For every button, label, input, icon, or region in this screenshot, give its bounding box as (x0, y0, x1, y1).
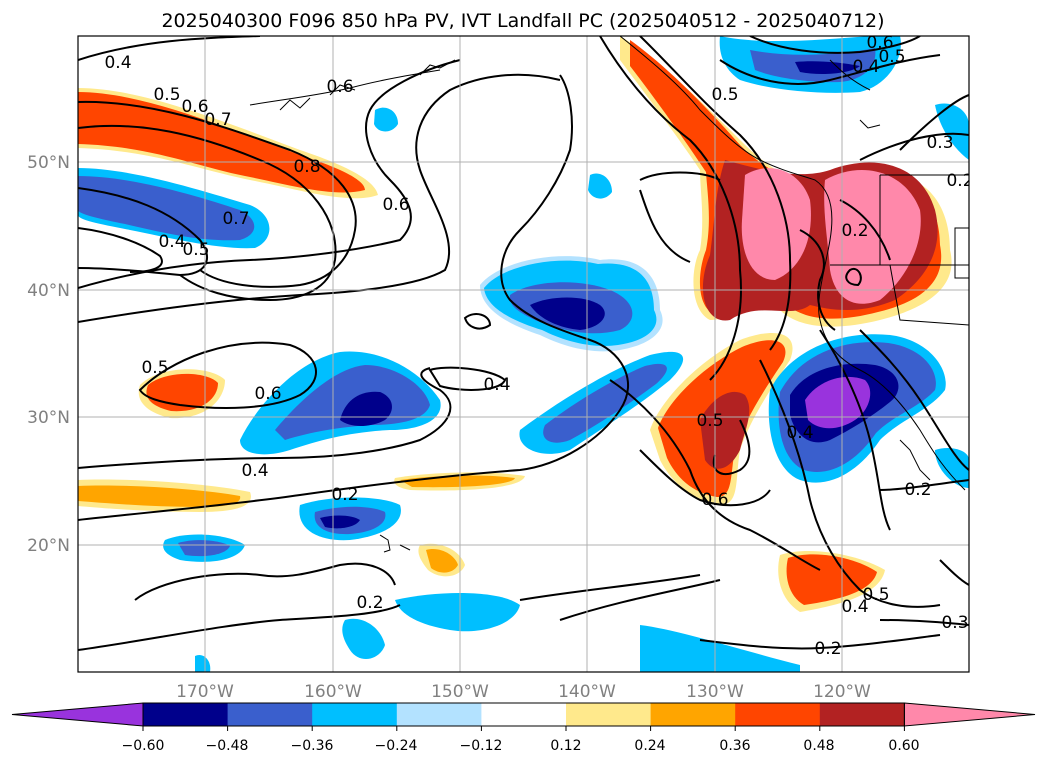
contour-label: 0.4 (786, 423, 813, 443)
contour-label: 0.2 (331, 485, 358, 505)
colorbar-tick-label: 0.36 (719, 738, 750, 754)
colorbar-swatch (481, 703, 567, 726)
latitude-labels: 50°N 40°N 30°N 20°N (27, 153, 70, 556)
colorbar-swatch (396, 703, 482, 726)
contour-label: 0.6 (866, 33, 893, 53)
contour-label: 0.4 (104, 53, 131, 73)
colorbar-tick-label: −0.60 (122, 738, 165, 754)
colorbar-swatch (312, 703, 398, 726)
contour-label: 0.8 (293, 157, 320, 177)
colorbar-swatch (566, 703, 652, 726)
lat-label-50n: 50°N (27, 153, 70, 173)
colorbar-swatch (143, 703, 229, 726)
lon-label-130w: 130°W (686, 682, 744, 702)
lon-label-140w: 140°W (558, 682, 616, 702)
coastlines (249, 36, 969, 553)
contour-label: 0.5 (696, 411, 723, 431)
colorbar-tick-label: 0.48 (803, 738, 834, 754)
contour-label: 0.4 (841, 597, 868, 617)
colorbar-tick-label: 0.24 (634, 738, 665, 754)
pv-negative-fill (78, 36, 969, 672)
map-panel: 0.4 0.5 0.6 0.7 0.8 0.6 0.7 0.4 0.5 0.5 … (77, 33, 973, 673)
colorbar-tick-label: −0.48 (206, 738, 249, 754)
colorbar-swatch (819, 703, 905, 726)
figure-title: 2025040300 F096 850 hPa PV, IVT Landfall… (161, 10, 884, 32)
contour-label: 0.6 (701, 490, 728, 510)
contour-label: 0.2 (904, 480, 931, 500)
contour-label: 0.4 (241, 461, 268, 481)
contour-label: 0.5 (182, 240, 209, 260)
colorbar-swatch (227, 703, 313, 726)
colorbar-tick-labels: −0.60 −0.48 −0.36 −0.24 −0.12 0.12 0.24 … (122, 738, 920, 754)
colorbar-tick-label: 0.60 (888, 738, 919, 754)
colorbar-extend-low (11, 702, 144, 727)
contour-label: 0.6 (254, 384, 281, 404)
contour-labels: 0.4 0.5 0.6 0.7 0.8 0.6 0.7 0.4 0.5 0.5 … (104, 33, 973, 659)
contour-label: 0.5 (878, 47, 905, 67)
contour-label: 0.5 (711, 85, 738, 105)
contour-label: 0.3 (941, 613, 968, 633)
lon-label-160w: 160°W (304, 682, 362, 702)
colorbar-extend-high (903, 702, 1036, 727)
contour-label: 0.2 (946, 171, 973, 191)
contour-label: 0.7 (222, 209, 249, 229)
contour-label: 0.4 (852, 57, 879, 77)
contour-label: 0.6 (181, 97, 208, 117)
contour-label: 0.3 (926, 133, 953, 153)
contour-label: 0.2 (356, 593, 383, 613)
lon-label-170w: 170°W (176, 682, 234, 702)
lat-label-20n: 20°N (27, 536, 70, 556)
contour-label: 0.5 (862, 585, 889, 605)
contour-label: 0.4 (483, 375, 510, 395)
contour-label: 0.7 (204, 110, 231, 130)
colorbar-swatch (650, 703, 736, 726)
colorbar-tick-label: −0.36 (291, 738, 334, 754)
contour-label: 0.6 (382, 195, 409, 215)
lat-label-40n: 40°N (27, 281, 70, 301)
lat-label-30n: 30°N (27, 408, 70, 428)
lon-label-120w: 120°W (813, 682, 871, 702)
colorbar-tick-label: −0.12 (460, 738, 503, 754)
contour-label: 0.5 (141, 358, 168, 378)
contour-lines (78, 36, 969, 651)
contour-label: 0.4 (158, 232, 185, 252)
contour-label: 0.2 (841, 221, 868, 241)
colorbar-outline (142, 702, 905, 727)
pv-positive-fill (78, 36, 952, 612)
contour-label: 0.6 (326, 77, 353, 97)
contour-label: 0.5 (153, 85, 180, 105)
colorbar-tick-label: −0.24 (375, 738, 418, 754)
colorbar-swatch (735, 703, 821, 726)
contour-label: 0.2 (814, 639, 841, 659)
longitude-labels: 170°W 160°W 150°W 140°W 130°W 120°W (176, 682, 871, 702)
colorbar-tick-label: 0.12 (550, 738, 581, 754)
lon-label-150w: 150°W (431, 682, 489, 702)
colorbar: −0.60 −0.48 −0.36 −0.24 −0.12 0.12 0.24 … (11, 702, 1036, 754)
map-frame (77, 35, 970, 673)
